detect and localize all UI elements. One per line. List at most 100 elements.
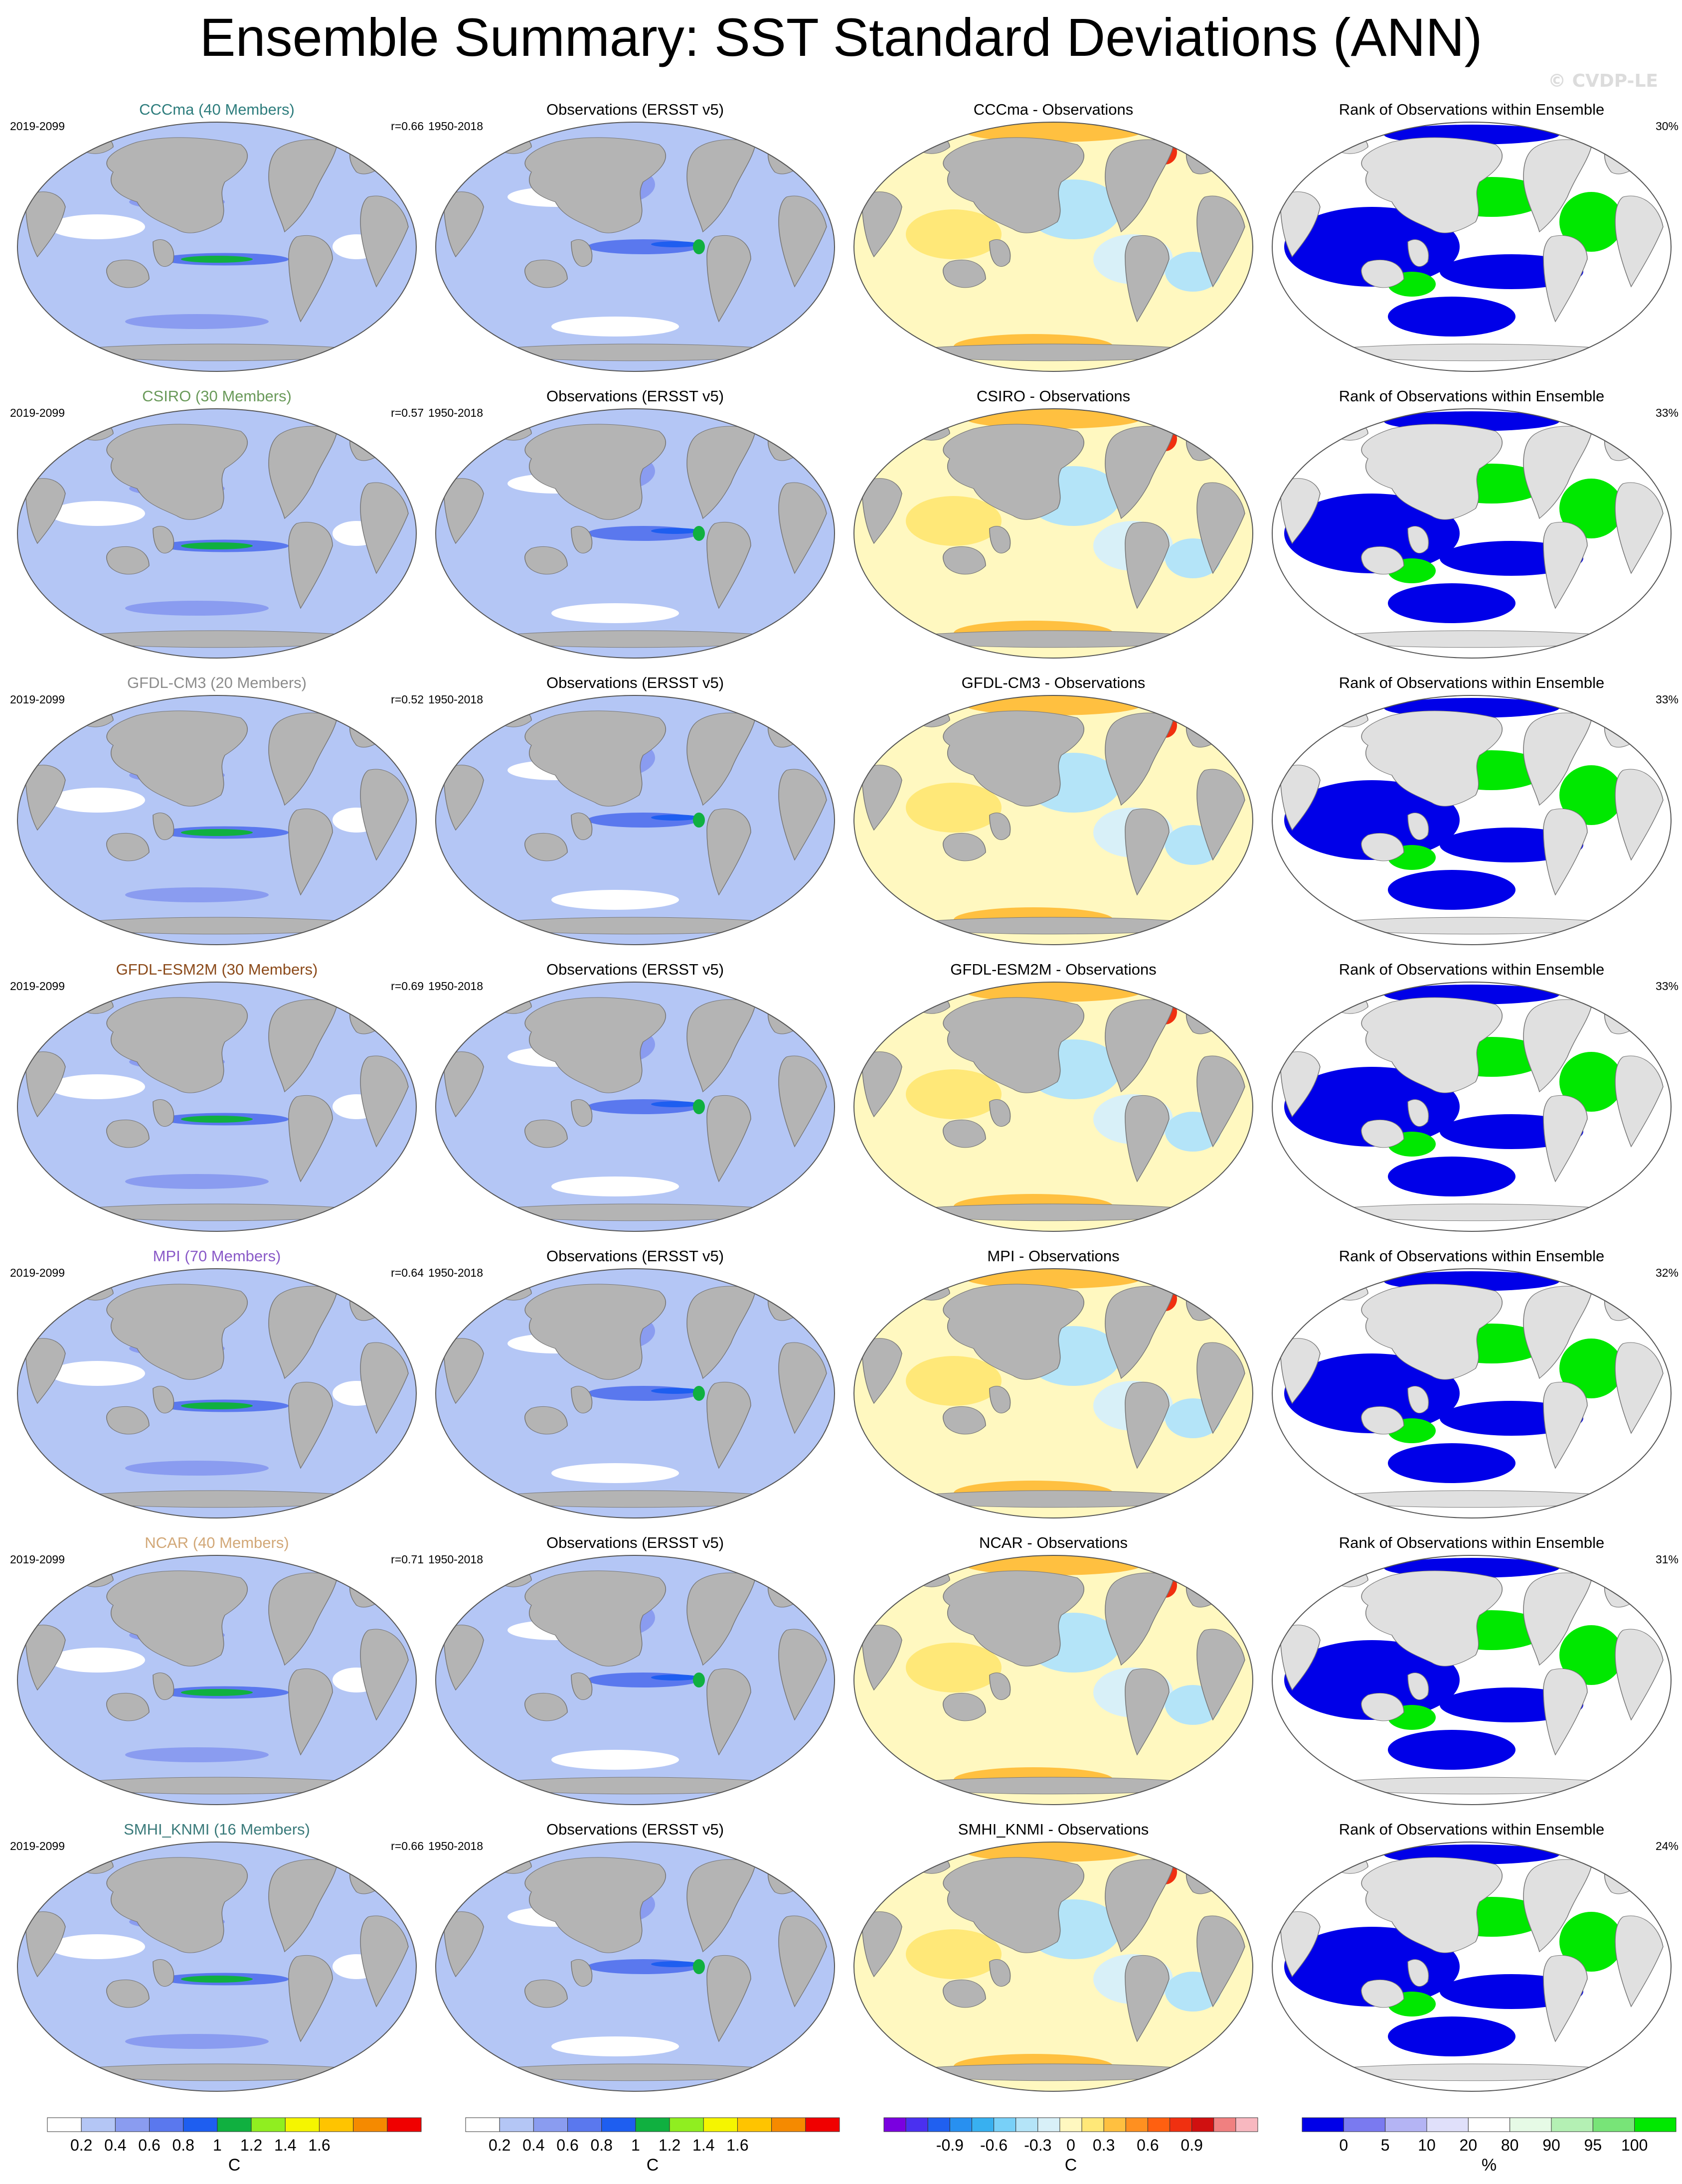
- land-mass: [989, 239, 1011, 267]
- field-patch: [468, 1565, 500, 1575]
- land-mass: [443, 765, 484, 831]
- land-mass: [1615, 1915, 1664, 2008]
- colorbar-swatch: [1147, 2117, 1171, 2132]
- colorbar-swatch: [703, 2117, 738, 2132]
- panel-MPI-std: MPI (70 Members) 2019-2099 r=0.64: [10, 1246, 424, 1525]
- land-mass: [1196, 769, 1245, 861]
- obs-map: [435, 695, 835, 945]
- land-mass: [778, 1629, 827, 1721]
- land-mass: [1604, 719, 1644, 748]
- land-mass: [913, 135, 950, 154]
- panel-title: SMHI_KNMI - Observations: [958, 1821, 1149, 1838]
- map-outline: [17, 695, 417, 945]
- land-mass: [106, 710, 248, 807]
- land-mass: [524, 424, 666, 520]
- colorbar-swatch: [183, 2117, 218, 2132]
- colorbar-swatch: [1015, 2117, 1038, 2132]
- land-mass: [1615, 1055, 1664, 1148]
- colorbar-swatch: [1343, 2117, 1386, 2132]
- field-patch: [1388, 2016, 1515, 2056]
- land-mass: [106, 997, 248, 1093]
- field-patch: [966, 695, 1141, 715]
- panel-title: GFDL-CM3 (20 Members): [127, 674, 307, 691]
- land-mass: [349, 719, 389, 748]
- panel-GFDL-CM3-rank: Rank of Observations within Ensemble 33%: [1265, 673, 1679, 952]
- period-label: 1950-2018: [428, 980, 483, 993]
- land-mass: [706, 235, 751, 323]
- land-mass: [942, 259, 986, 288]
- land-mass: [778, 482, 827, 574]
- panel-GFDL-ESM2M-obs: Observations (ERSST v5) 1950-2018: [428, 960, 842, 1239]
- land-mass: [913, 1281, 950, 1301]
- panel-GFDL-CM3-diff: GFDL-CM3 - Observations: [846, 673, 1260, 952]
- land-mass: [1407, 1959, 1429, 1987]
- field-patch: [125, 1461, 269, 1476]
- field-patch: [906, 1929, 1002, 1979]
- panel-NCAR-rank: Rank of Observations within Ensemble 31%: [1265, 1533, 1679, 1812]
- colorbar-swatch: [47, 2117, 82, 2132]
- colorbar-swatch: [81, 2117, 116, 2132]
- map-outline: [1272, 122, 1672, 372]
- land-mass: [524, 1570, 666, 1667]
- field-patch: [1559, 765, 1623, 825]
- rank-percent: 33%: [1655, 980, 1679, 993]
- land-mass: [77, 135, 114, 154]
- colorbar-swatch: [567, 2117, 602, 2132]
- panel-title: Rank of Observations within Ensemble: [1339, 1821, 1605, 1838]
- period-label: 2019-2099: [10, 1840, 65, 1852]
- land-mass: [524, 1692, 568, 1721]
- std-map: [17, 408, 417, 659]
- land-mass: [77, 995, 114, 1014]
- colorbar-swatch: [1468, 2117, 1511, 2132]
- land-mass: [77, 1281, 114, 1301]
- colorbar-tick-label: 95: [1584, 2136, 1602, 2154]
- colorbar-swatch: [251, 2117, 286, 2132]
- land-mass: [1361, 710, 1503, 807]
- panel-title: Rank of Observations within Ensemble: [1339, 101, 1605, 118]
- land-mass: [571, 239, 593, 267]
- colorbar-stddev-obs: 0.2 0.4 0.6 0.8 1 1.2 1.4 1.6 C: [446, 2115, 859, 2183]
- land-mass: [1332, 135, 1368, 154]
- panel-SMHI_KNMI-rank: Rank of Observations within Ensemble 24%: [1265, 1820, 1679, 2099]
- rank-percent: 33%: [1655, 406, 1679, 419]
- field-patch: [551, 2036, 679, 2056]
- land-mass: [288, 808, 333, 896]
- land-mass: [1360, 1692, 1404, 1721]
- map-outline: [853, 1268, 1253, 1518]
- colorbar-swatch: [387, 2117, 422, 2132]
- land-mass: [1360, 1406, 1404, 1435]
- land-mass: [1280, 478, 1321, 544]
- period-label: 2019-2099: [10, 1266, 65, 1279]
- land-mass: [25, 1911, 66, 1978]
- land-mass: [913, 421, 950, 441]
- colorbar-difference: -0.9 -0.6 -0.3 0 0.3 0.6 0.9 C: [864, 2115, 1278, 2183]
- colorbar-swatch: [353, 2117, 388, 2132]
- land-mass: [1280, 1051, 1321, 1118]
- field-patch: [125, 1747, 269, 1762]
- land-mass: [288, 1955, 333, 2042]
- field-patch: [49, 1648, 145, 1673]
- land-mass: [943, 1857, 1084, 1953]
- field-patch: [966, 1269, 1141, 1289]
- land-mass: [1125, 1381, 1170, 1469]
- colorbar-swatch: [115, 2117, 150, 2132]
- field-patch: [1559, 1052, 1623, 1112]
- colorbar-unit: C: [647, 2156, 659, 2175]
- land-mass: [913, 1854, 950, 1874]
- colorbar-rank: 0 5 10 20 80 90 95 100%: [1282, 2115, 1682, 2183]
- land-mass: [349, 1006, 389, 1034]
- field-patch: [125, 2034, 269, 2049]
- land-mass: [778, 1342, 827, 1434]
- land-mass: [106, 137, 248, 233]
- panel-title: Observations (ERSST v5): [546, 101, 724, 118]
- panel-CSIRO-rank: Rank of Observations within Ensemble 33%: [1265, 386, 1679, 666]
- land-mass: [1332, 1854, 1368, 1874]
- colorbar-swatch: [1081, 2117, 1104, 2132]
- field-patch: [693, 1099, 705, 1114]
- colorbar-swatch: [1634, 2117, 1677, 2132]
- land-mass: [1196, 1055, 1245, 1148]
- panel-title: Rank of Observations within Ensemble: [1339, 961, 1605, 978]
- panel-NCAR-obs: Observations (ERSST v5) 1950-2018: [428, 1533, 842, 1812]
- land-mass: [571, 1099, 593, 1127]
- colorbar-unit: C: [228, 2156, 241, 2175]
